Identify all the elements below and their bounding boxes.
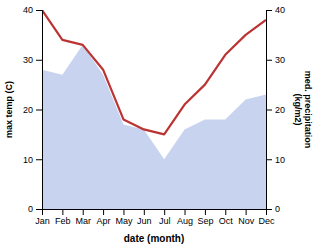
tick-label: 30 xyxy=(275,55,285,65)
tick: Jul xyxy=(159,209,171,226)
x-axis: Jan Feb Mar Apr May Jun Jul Aug Sep Oct NovDec xyxy=(35,209,275,226)
tick-label: Dec xyxy=(258,216,275,226)
tick: Dec xyxy=(258,209,275,226)
tick-mark xyxy=(123,209,124,215)
tick: 30 xyxy=(266,55,285,65)
tick: 20 xyxy=(266,105,285,115)
tick: 10 xyxy=(266,155,285,165)
tick-label: Jun xyxy=(137,216,152,226)
tick: Jun xyxy=(137,209,152,226)
tick-mark xyxy=(164,209,165,215)
tick-mark xyxy=(36,159,42,160)
tick: Nov xyxy=(238,209,255,226)
tick-mark xyxy=(266,60,272,61)
y-axis-title: max temp (C) xyxy=(4,81,14,138)
tick-label: May xyxy=(115,216,133,226)
tick-mark xyxy=(266,10,272,11)
tick-label: Jul xyxy=(159,216,171,226)
tick: May xyxy=(115,209,133,226)
chart: JanFebMarAprMayJunJulAugSepOctNovDec0102… xyxy=(0,0,318,247)
tick-label: 20 xyxy=(23,105,33,115)
tick-mark xyxy=(266,110,272,111)
axis-line xyxy=(267,11,273,210)
tick: 30 xyxy=(23,55,42,65)
axis-line xyxy=(43,210,267,216)
tick-mark xyxy=(266,159,272,160)
tick: 0 xyxy=(28,204,42,214)
area xyxy=(42,45,266,209)
plot: JanFebMarAprMayJunJulAugSepOctNovDec0102… xyxy=(23,5,285,226)
tick: 40 xyxy=(266,5,285,15)
tick: Aug xyxy=(177,209,193,226)
y-axis: 0 10 20 30 40 xyxy=(23,5,43,214)
tick-mark xyxy=(62,209,63,215)
tick-mark xyxy=(103,209,104,215)
tick-mark xyxy=(205,209,206,215)
tick-label: Jan xyxy=(35,216,50,226)
tick-label: 40 xyxy=(23,5,33,15)
tick-label: Apr xyxy=(97,216,111,226)
tick-label: Aug xyxy=(177,216,193,226)
tick-mark xyxy=(36,209,42,210)
tick: Feb xyxy=(55,209,71,226)
tick-label: 20 xyxy=(275,105,285,115)
tick: 10 xyxy=(23,155,42,165)
tick-mark xyxy=(36,60,42,61)
tick-label: Oct xyxy=(219,216,234,226)
tick-label: 40 xyxy=(275,5,285,15)
axis-line xyxy=(36,11,43,210)
tick-mark xyxy=(36,110,42,111)
tick-label: 30 xyxy=(23,55,33,65)
tick: Oct xyxy=(219,209,234,226)
tick-mark xyxy=(225,209,226,215)
tick-mark xyxy=(185,209,186,215)
y2-axis-title: med. precipitation(kg/m2) xyxy=(293,71,313,149)
tick-label: Sep xyxy=(197,216,213,226)
tick: Apr xyxy=(97,209,111,226)
tick: 40 xyxy=(23,5,42,15)
tick-mark xyxy=(246,209,247,215)
x-axis-title: date (month) xyxy=(124,233,185,244)
tick: Jan xyxy=(35,209,50,226)
tick-label: 10 xyxy=(23,155,33,165)
tick-label: 10 xyxy=(275,155,285,165)
marks xyxy=(42,10,266,209)
line xyxy=(42,10,266,134)
tick: Mar xyxy=(75,209,91,226)
tick: 0 xyxy=(266,204,280,214)
tick-label: Feb xyxy=(55,216,71,226)
y2-axis: 0 10 20 30 40 xyxy=(266,5,285,214)
tick-mark xyxy=(36,10,42,11)
tick-label: 0 xyxy=(28,204,33,214)
tick-label: Mar xyxy=(75,216,91,226)
tick-label: Nov xyxy=(238,216,255,226)
tick-mark xyxy=(144,209,145,215)
tick: Sep xyxy=(197,209,213,226)
tick-label: 0 xyxy=(275,204,280,214)
tick-mark xyxy=(266,209,272,210)
tick: 20 xyxy=(23,105,42,115)
tick-mark xyxy=(83,209,84,215)
